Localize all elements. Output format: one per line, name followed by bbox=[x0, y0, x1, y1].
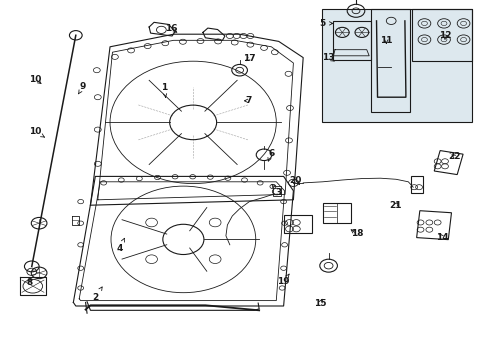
Text: 15: 15 bbox=[313, 299, 326, 307]
Text: 2: 2 bbox=[92, 287, 102, 302]
Text: 12: 12 bbox=[438, 31, 450, 40]
Bar bbox=[410, 176, 422, 193]
Text: 20: 20 bbox=[289, 176, 302, 185]
Text: 21: 21 bbox=[388, 202, 401, 210]
Text: 3: 3 bbox=[271, 184, 281, 197]
Text: 14: 14 bbox=[435, 233, 448, 242]
Bar bbox=[416, 211, 450, 240]
Bar bbox=[433, 150, 462, 175]
Text: 17: 17 bbox=[243, 54, 255, 63]
Text: 10: 10 bbox=[29, 75, 41, 84]
Text: 10: 10 bbox=[29, 127, 44, 137]
Text: 16: 16 bbox=[164, 24, 177, 33]
Bar bbox=[283, 215, 311, 233]
Text: 13: 13 bbox=[322, 53, 334, 62]
Text: 1: 1 bbox=[161, 83, 166, 97]
Bar bbox=[322, 203, 350, 223]
Text: 4: 4 bbox=[116, 238, 124, 253]
Bar bbox=[332, 21, 370, 60]
Text: 7: 7 bbox=[244, 96, 251, 105]
Text: 19: 19 bbox=[277, 274, 289, 286]
Bar bbox=[370, 9, 409, 112]
Text: 9: 9 bbox=[79, 82, 86, 94]
Text: 5: 5 bbox=[319, 19, 332, 28]
FancyBboxPatch shape bbox=[321, 9, 471, 122]
Bar bbox=[411, 9, 471, 61]
Text: 8: 8 bbox=[26, 278, 32, 287]
Text: 18: 18 bbox=[350, 230, 363, 239]
Text: 11: 11 bbox=[379, 36, 392, 45]
Text: 22: 22 bbox=[447, 152, 460, 161]
Bar bbox=[272, 186, 280, 196]
Text: 6: 6 bbox=[267, 149, 274, 161]
